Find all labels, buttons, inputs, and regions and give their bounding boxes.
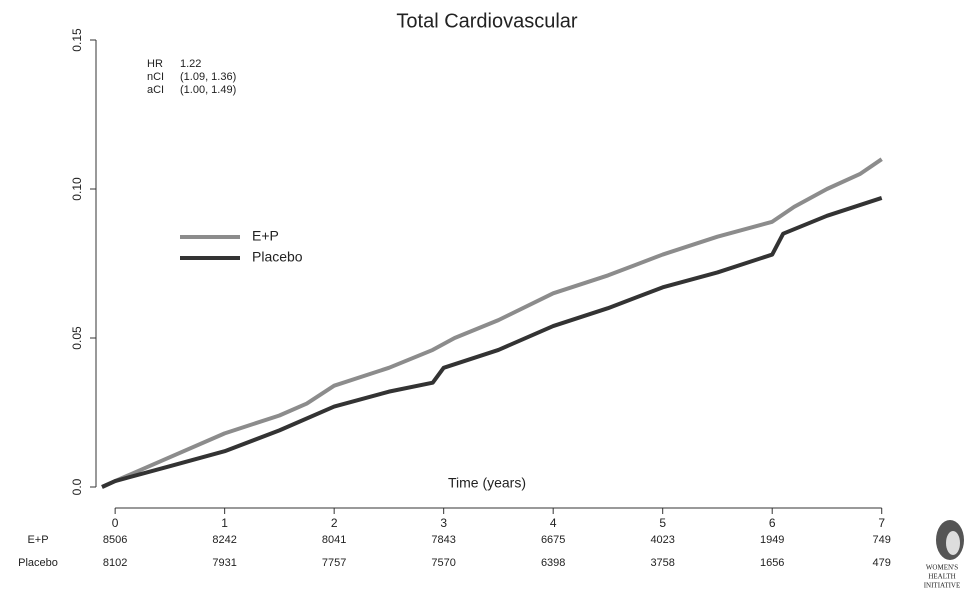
y-tick-label: 0.05 <box>70 326 84 350</box>
annotation-key: nCI <box>147 71 164 83</box>
x-tick-label: 5 <box>659 516 666 530</box>
x-tick-label: 1 <box>221 516 228 530</box>
risk-count: 3758 <box>650 557 674 569</box>
x-axis-label: Time (years) <box>448 475 526 491</box>
risk-count: 1656 <box>760 557 784 569</box>
risk-count: 479 <box>873 557 891 569</box>
annotation-key: HR <box>147 58 163 70</box>
x-tick-label: 3 <box>440 516 447 530</box>
series-line <box>101 157 883 489</box>
x-tick-label: 4 <box>550 516 557 530</box>
annotation-value: (1.09, 1.36) <box>180 71 236 83</box>
risk-count: 7570 <box>431 557 455 569</box>
annotation-value: 1.22 <box>180 58 201 70</box>
chart-title: Total Cardiovascular <box>396 10 578 32</box>
logo-text: WOMEN'S <box>926 564 958 572</box>
legend-label: Placebo <box>252 249 303 265</box>
risk-count: 749 <box>873 534 891 546</box>
risk-count: 8506 <box>103 534 127 546</box>
annotation-key: aCI <box>147 84 164 96</box>
risk-count: 7757 <box>322 557 346 569</box>
risk-count: 7843 <box>431 534 455 546</box>
annotation-value: (1.00, 1.49) <box>180 84 236 96</box>
series-line <box>101 196 883 489</box>
y-tick-label: 0.15 <box>70 28 84 52</box>
logo <box>936 520 964 560</box>
y-tick-label: 0.10 <box>70 177 84 201</box>
risk-count: 7931 <box>212 557 236 569</box>
risk-count: 8041 <box>322 534 346 546</box>
risk-count: 4023 <box>650 534 674 546</box>
y-tick-label: 0.0 <box>70 478 84 495</box>
risk-count: 8102 <box>103 557 127 569</box>
risk-count: 6675 <box>541 534 565 546</box>
x-tick-label: 0 <box>112 516 119 530</box>
risk-row-label: E+P <box>27 534 48 546</box>
logo-face <box>946 531 960 555</box>
logo-text: INITIATIVE <box>924 582 961 590</box>
x-tick-label: 7 <box>878 516 885 530</box>
x-tick-label: 6 <box>769 516 776 530</box>
risk-row-label: Placebo <box>18 557 58 569</box>
risk-count: 8242 <box>212 534 236 546</box>
x-tick-label: 2 <box>331 516 338 530</box>
logo-text: HEALTH <box>928 573 955 581</box>
risk-count: 6398 <box>541 557 565 569</box>
legend-label: E+P <box>252 228 279 244</box>
risk-count: 1949 <box>760 534 784 546</box>
